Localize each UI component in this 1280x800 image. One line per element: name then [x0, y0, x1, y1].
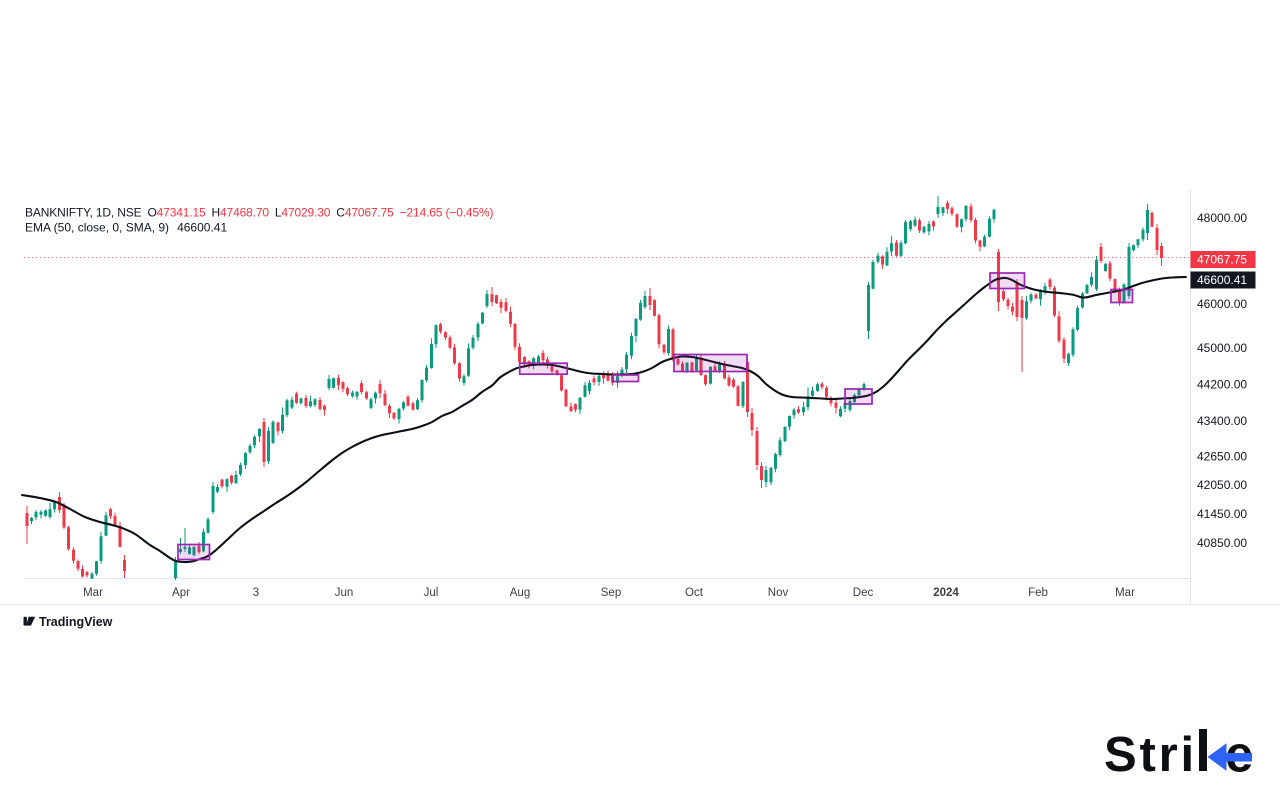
svg-text:Stri: Stri — [1104, 728, 1197, 782]
svg-text:Jul: Jul — [424, 587, 439, 599]
svg-text:3: 3 — [253, 587, 259, 599]
svg-text:40850.00: 40850.00 — [1197, 536, 1247, 550]
svg-text:Aug: Aug — [510, 587, 530, 599]
svg-text:Apr: Apr — [172, 587, 190, 599]
svg-text:Feb: Feb — [1028, 587, 1048, 599]
svg-text:44200.00: 44200.00 — [1197, 377, 1247, 391]
svg-text:48000.00: 48000.00 — [1197, 211, 1247, 225]
svg-text:Nov: Nov — [768, 587, 789, 599]
svg-text:42050.00: 42050.00 — [1197, 478, 1247, 492]
svg-text:43400.00: 43400.00 — [1197, 414, 1247, 428]
svg-text:2024: 2024 — [933, 587, 959, 599]
svg-text:45000.00: 45000.00 — [1197, 341, 1247, 355]
svg-text:47067.75: 47067.75 — [1197, 253, 1247, 267]
svg-text:42650.00: 42650.00 — [1197, 449, 1247, 463]
svg-text:Oct: Oct — [685, 587, 704, 599]
svg-text:Dec: Dec — [853, 587, 874, 599]
svg-text:46600.41: 46600.41 — [1197, 273, 1247, 287]
svg-text:Jun: Jun — [335, 587, 354, 599]
svg-text:Sep: Sep — [601, 587, 621, 599]
svg-text:Mar: Mar — [1115, 587, 1135, 599]
svg-text:41450.00: 41450.00 — [1197, 507, 1247, 521]
svg-text:TradingView: TradingView — [39, 615, 113, 629]
svg-text:46000.00: 46000.00 — [1197, 297, 1247, 311]
svg-text:Mar: Mar — [83, 587, 103, 599]
svg-text:EMA (50, close, 0, SMA, 9)4660: EMA (50, close, 0, SMA, 9) 46600.41 — [25, 221, 227, 235]
